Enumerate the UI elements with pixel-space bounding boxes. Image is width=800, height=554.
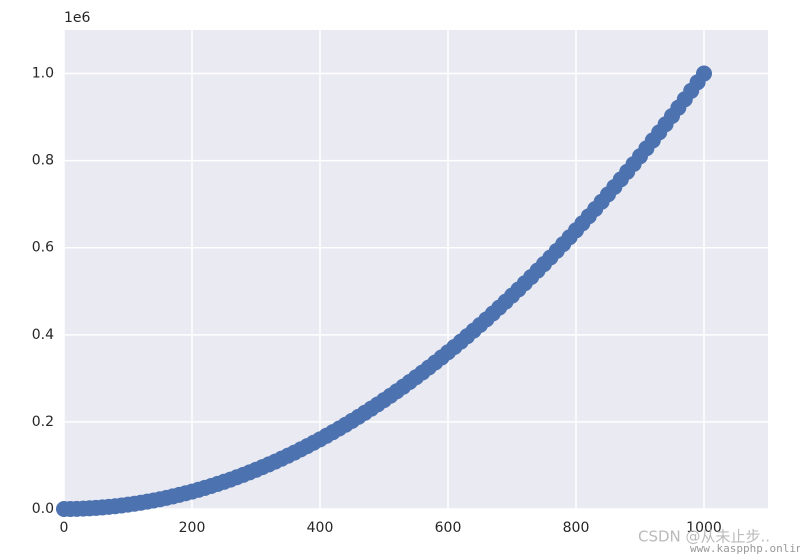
layer: 0 200 400 600 800 1000 0.0 0.2 0.4 0.6 0.8 1.0 bbox=[32, 30, 768, 536]
watermark: CSDN @从未止步.. bbox=[638, 528, 770, 546]
x-tick-label: 0 bbox=[60, 520, 69, 536]
x-tick-label: 400 bbox=[307, 520, 334, 536]
x-tick-label: 600 bbox=[435, 520, 462, 536]
y-offset-label: 1e6 bbox=[64, 10, 91, 26]
y-tick-label: 0.4 bbox=[32, 327, 54, 343]
x-tick-label: 200 bbox=[179, 520, 206, 536]
y-tick-label: 0.8 bbox=[32, 153, 54, 169]
point bbox=[696, 65, 712, 82]
y-tick-label: 0.2 bbox=[32, 414, 54, 430]
y-tick-label: 0.0 bbox=[32, 501, 54, 517]
y-tick-label: 0.6 bbox=[32, 240, 54, 256]
y-tick-label: 1.0 bbox=[32, 66, 54, 82]
watermark-url: www.kaspphp.online bbox=[690, 542, 800, 554]
x-tick-label: 800 bbox=[563, 520, 590, 536]
plot-area bbox=[64, 30, 768, 509]
x-tick-label: 1000 bbox=[686, 520, 722, 536]
